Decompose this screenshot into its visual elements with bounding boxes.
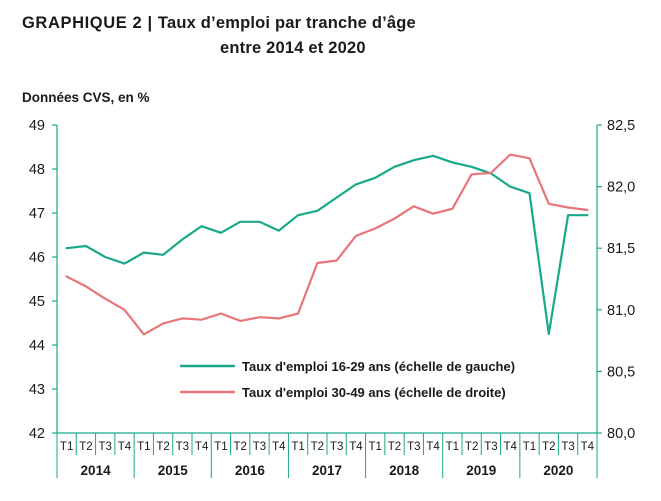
- quarter-label: T2: [542, 441, 555, 453]
- chart-title-line2: entre 2014 et 2020: [220, 39, 366, 57]
- year-label: 2017: [312, 463, 342, 478]
- year-label: 2020: [543, 463, 573, 478]
- quarter-label: T4: [118, 441, 132, 453]
- quarter-label: T3: [253, 441, 266, 453]
- quarter-label: T2: [234, 441, 247, 453]
- year-label: 2018: [389, 463, 420, 478]
- quarter-label: T3: [99, 441, 112, 453]
- quarter-label: T1: [446, 441, 459, 453]
- series-line-30-49: [65, 153, 589, 336]
- right-y-tick-label: 81,5: [607, 241, 635, 257]
- quarter-label: T3: [330, 441, 343, 453]
- quarter-label: T1: [523, 441, 536, 453]
- chart-title: GRAPHIQUE 2 | Taux d’emploi par tranche …: [22, 14, 416, 33]
- right-y-tick-label: 82,5: [607, 118, 635, 134]
- year-label: 2016: [235, 463, 266, 478]
- quarter-label: T3: [484, 441, 497, 453]
- legend-label: Taux d'emploi 16-29 ans (échelle de gauc…: [242, 359, 515, 374]
- right-y-tick-label: 81,0: [607, 303, 635, 319]
- series-line-16-29: [65, 154, 589, 336]
- quarter-label: T4: [581, 441, 595, 453]
- chart-title-prefix: GRAPHIQUE 2 |: [22, 14, 153, 32]
- quarter-label: T2: [465, 441, 478, 453]
- quarter-label: T2: [156, 441, 169, 453]
- quarter-label: T1: [214, 441, 227, 453]
- unit-note: Données CVS, en %: [22, 90, 150, 105]
- quarter-label: T4: [272, 441, 286, 453]
- left-y-tick-label: 43: [29, 382, 45, 398]
- right-y-tick-label: 80,5: [607, 364, 635, 380]
- chart-title-line1: Taux d’emploi par tranche d’âge: [157, 14, 416, 32]
- quarter-label: T2: [79, 441, 92, 453]
- quarter-label: T4: [426, 441, 440, 453]
- left-y-tick-label: 44: [29, 338, 45, 354]
- year-label: 2015: [158, 463, 189, 478]
- year-label: 2019: [466, 463, 496, 478]
- legend-label: Taux d'emploi 30-49 ans (échelle de droi…: [242, 385, 506, 400]
- quarter-label: T1: [60, 441, 73, 453]
- left-y-tick-label: 49: [29, 118, 45, 134]
- quarter-label: T3: [561, 441, 574, 453]
- left-y-tick-label: 48: [29, 162, 45, 178]
- quarter-label: T4: [504, 441, 518, 453]
- left-y-tick-label: 45: [29, 294, 45, 310]
- right-y-tick-label: 82,0: [607, 180, 635, 196]
- left-y-tick-label: 47: [29, 206, 45, 222]
- year-label: 2014: [81, 463, 112, 478]
- quarter-label: T2: [388, 441, 401, 453]
- quarter-label: T4: [195, 441, 209, 453]
- quarter-label: T3: [407, 441, 420, 453]
- quarter-label: T3: [176, 441, 189, 453]
- quarter-label: T1: [369, 441, 382, 453]
- left-y-tick-label: 42: [29, 426, 45, 442]
- quarter-label: T2: [311, 441, 324, 453]
- right-y-tick-label: 80,0: [607, 426, 635, 442]
- quarter-label: T1: [137, 441, 150, 453]
- quarter-label: T4: [349, 441, 363, 453]
- left-y-tick-label: 46: [29, 250, 45, 266]
- quarter-label: T1: [291, 441, 304, 453]
